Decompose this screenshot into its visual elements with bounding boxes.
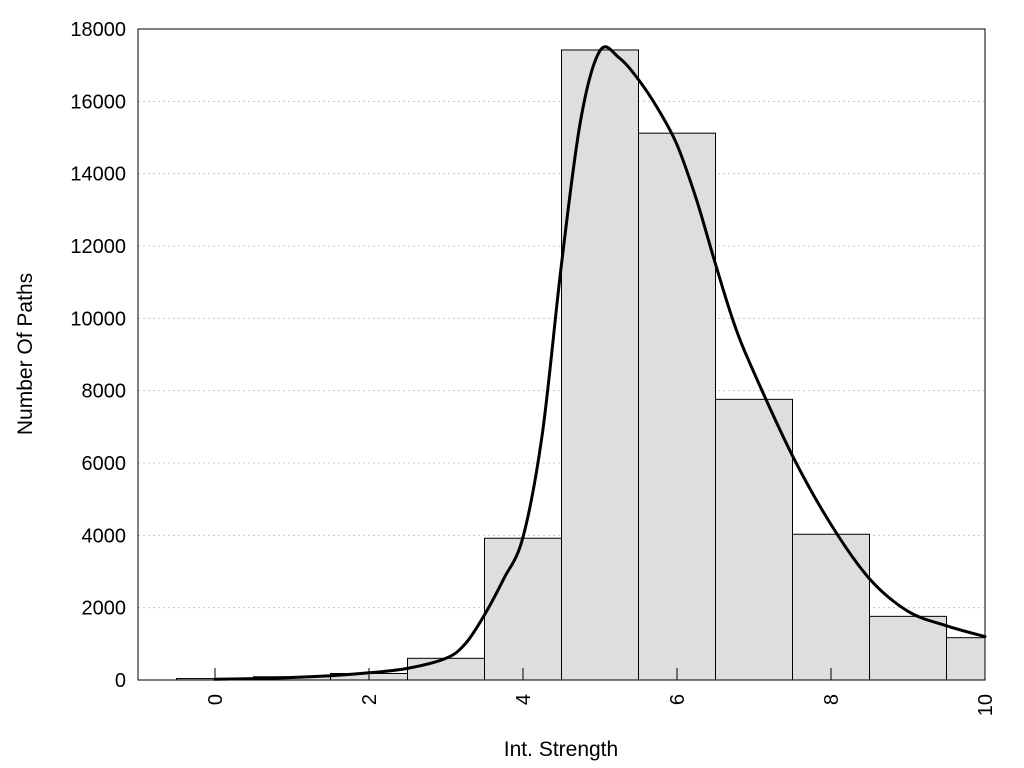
density-curve — [213, 45, 987, 681]
x-tick-label: 8 — [821, 694, 843, 705]
x-axis-label: Int. Strength — [504, 738, 618, 761]
x-axis: 0 2 4 6 8 10 — [205, 668, 997, 716]
histogram-bar — [946, 637, 986, 681]
x-tick-label: 6 — [667, 694, 689, 705]
density-curve-layer — [213, 45, 987, 681]
histogram-bar — [792, 533, 870, 681]
y-tick-label: 2000 — [82, 598, 127, 620]
x-tick-label: 4 — [513, 694, 535, 705]
x-tick-label: 2 — [359, 694, 381, 705]
histogram-bar — [407, 657, 485, 681]
bars — [176, 49, 986, 681]
y-axis: 0 2000 4000 6000 8000 10000 12000 14000 16000 180… — [70, 19, 126, 692]
histogram-bar — [869, 615, 947, 681]
y-tick-label: 4000 — [82, 525, 127, 547]
y-tick-label: 16000 — [70, 91, 126, 113]
histogram-bar — [715, 398, 793, 681]
histogram-bar — [561, 49, 639, 681]
x-tick-label: 0 — [205, 694, 227, 705]
y-tick-label: 14000 — [70, 164, 126, 186]
plot-frame — [137, 28, 986, 681]
y-axis-label: Number Of Paths — [14, 273, 37, 435]
y-tick-label: 0 — [115, 670, 126, 692]
histogram-bar — [638, 132, 716, 681]
y-tick-label: 6000 — [82, 453, 127, 475]
y-tick-label: 18000 — [70, 19, 126, 41]
y-tick-label: 10000 — [70, 308, 126, 330]
x-tick-label: 10 — [975, 694, 997, 716]
histogram-bar — [484, 537, 562, 681]
y-tick-label: 8000 — [82, 381, 127, 403]
y-tick-label: 12000 — [70, 236, 126, 258]
